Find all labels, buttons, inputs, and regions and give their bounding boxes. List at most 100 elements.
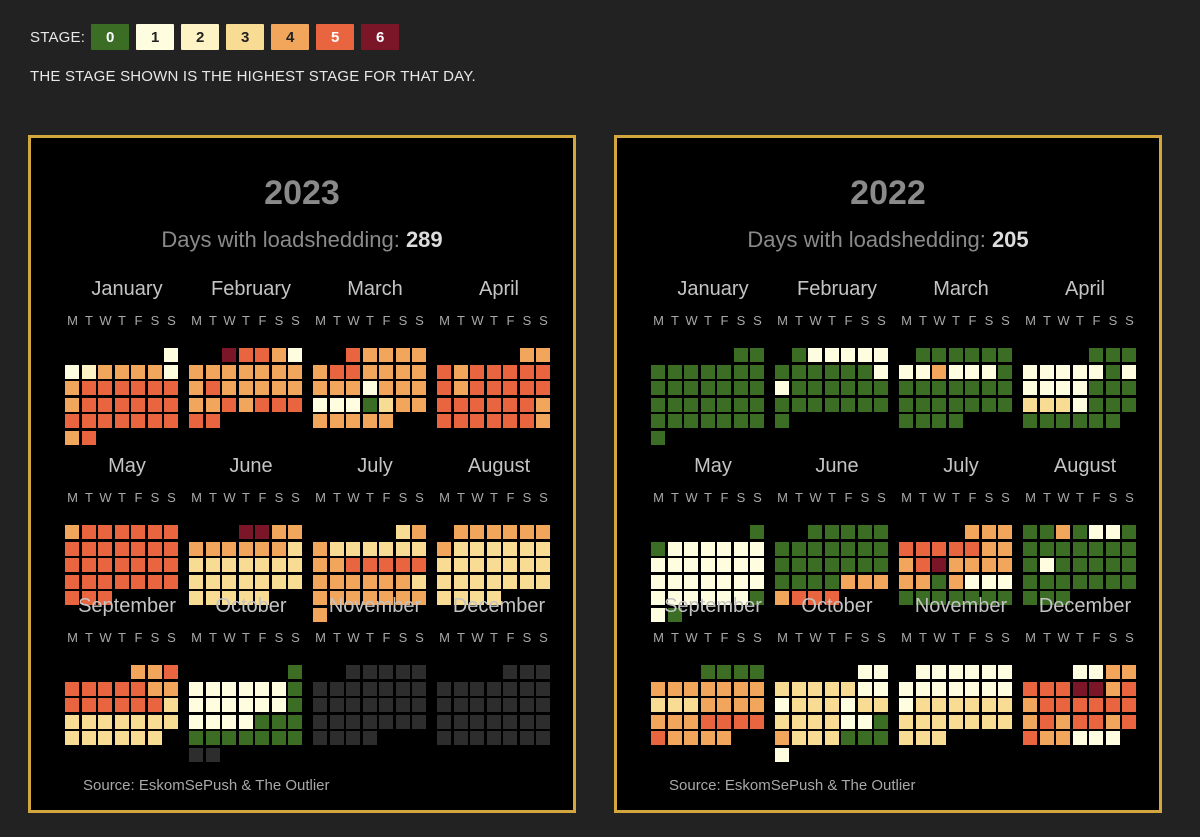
weekday-label: T <box>366 630 374 645</box>
day-cell <box>824 525 839 539</box>
day-cell <box>362 698 377 712</box>
weekday-label: M <box>1025 313 1036 328</box>
weekday-label: S <box>274 490 284 505</box>
weekday-label: S <box>274 630 284 645</box>
day-cell <box>114 731 129 745</box>
day-cell <box>379 541 393 556</box>
weekday-label: F <box>968 490 977 505</box>
day-cell <box>841 558 855 572</box>
day-cell <box>470 574 484 589</box>
day-cell <box>189 364 203 379</box>
day-cell <box>189 381 203 395</box>
day-cell <box>1072 681 1087 696</box>
weekday-label: T <box>85 630 93 645</box>
day-cell <box>965 525 979 539</box>
day-cell <box>841 541 855 556</box>
day-cell <box>486 558 501 572</box>
weekday-label: M <box>777 630 788 645</box>
day-cell <box>147 397 162 412</box>
day-cell <box>395 381 410 395</box>
day-cell <box>395 364 410 379</box>
weekday-label: S <box>539 630 548 645</box>
weekday-label: T <box>795 490 803 505</box>
day-cell <box>1122 541 1136 556</box>
day-cell <box>131 574 145 589</box>
day-cell <box>313 541 327 556</box>
weekday-label: S <box>984 630 994 645</box>
day-cell <box>255 731 269 745</box>
month-name: June <box>229 455 273 477</box>
day-cell <box>329 591 344 605</box>
weekday-label: S <box>415 313 424 328</box>
day-cell <box>1023 714 1037 729</box>
month-name: September <box>78 595 176 617</box>
weekday-label: S <box>522 490 532 505</box>
weekday-label: T <box>952 313 960 328</box>
weekday-label: M <box>777 313 788 328</box>
day-cell <box>503 541 517 556</box>
day-cell <box>131 414 145 428</box>
day-cell <box>750 574 764 589</box>
weekday-label: F <box>258 490 267 505</box>
day-cell <box>1023 525 1037 539</box>
day-cell <box>114 414 129 428</box>
day-cell <box>841 348 855 362</box>
day-cell <box>1039 698 1054 712</box>
weekday-label: S <box>984 313 994 328</box>
day-cell <box>81 591 96 605</box>
day-cell <box>65 397 79 412</box>
day-cell <box>189 397 203 412</box>
legend-stage-3: 3 <box>226 24 265 50</box>
day-cell <box>346 681 360 696</box>
day-cell <box>238 558 253 572</box>
day-cell <box>205 731 220 745</box>
day-cell <box>948 364 963 379</box>
day-cell <box>362 731 377 745</box>
day-cell <box>379 364 393 379</box>
weekday-label: S <box>753 313 762 328</box>
day-cell <box>379 681 393 696</box>
weekday-label: T <box>704 490 712 505</box>
day-cell <box>965 714 979 729</box>
weekday-label: S <box>398 630 408 645</box>
panel-title: 2023 <box>264 174 340 212</box>
day-cell <box>238 525 253 539</box>
weekday-label: S <box>860 490 870 505</box>
day-cell <box>255 348 269 362</box>
day-cell <box>857 731 872 745</box>
day-cell <box>1072 414 1087 428</box>
day-cell <box>651 591 665 605</box>
day-cell <box>313 591 327 605</box>
weekday-label: F <box>720 490 729 505</box>
day-cell <box>651 698 665 712</box>
weekday-label: M <box>901 313 912 328</box>
day-cell <box>1122 381 1136 395</box>
day-cell <box>536 364 550 379</box>
day-cell <box>899 397 913 412</box>
month-name: April <box>1064 278 1105 300</box>
day-cell <box>733 397 748 412</box>
day-cell <box>841 714 855 729</box>
day-cell <box>379 558 393 572</box>
day-cell <box>981 364 996 379</box>
day-cell <box>824 558 839 572</box>
day-cell <box>700 574 715 589</box>
day-cell <box>346 348 360 362</box>
day-cell <box>948 665 963 679</box>
day-cell <box>519 397 534 412</box>
day-cell <box>503 414 517 428</box>
weekday-label: M <box>315 490 326 505</box>
day-cell <box>437 731 451 745</box>
weekday-label: S <box>877 490 886 505</box>
day-cell <box>1023 541 1037 556</box>
month-name: June <box>815 455 859 477</box>
day-cell <box>453 397 468 412</box>
day-cell <box>313 381 327 395</box>
day-cell <box>824 714 839 729</box>
weekday-label: T <box>919 313 927 328</box>
day-cell <box>147 698 162 712</box>
day-cell <box>1105 558 1120 572</box>
day-cell <box>948 591 963 605</box>
day-cell <box>1105 665 1120 679</box>
